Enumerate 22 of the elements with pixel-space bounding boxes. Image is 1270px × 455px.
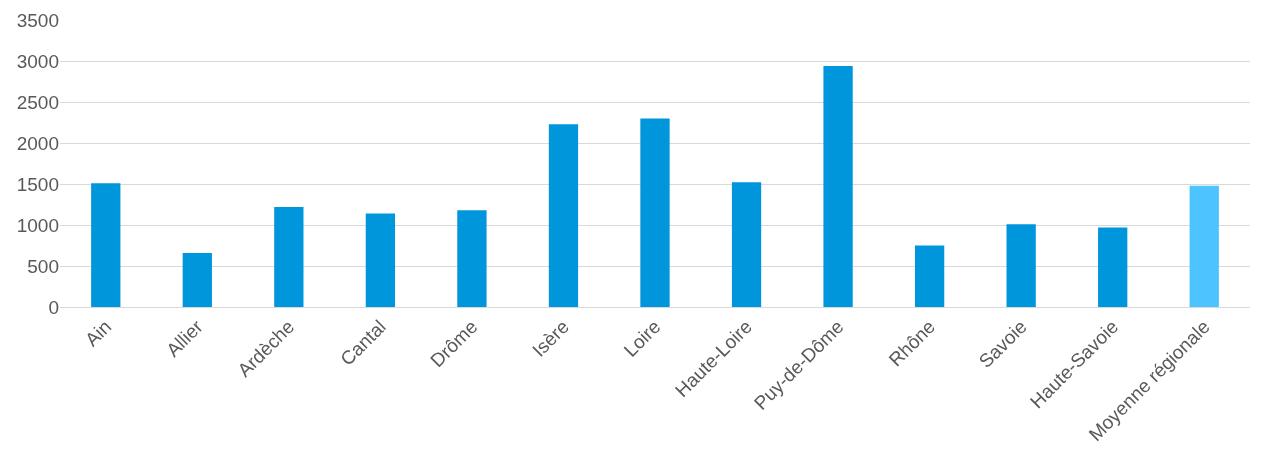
- y-tick-label: 3000: [16, 50, 59, 72]
- bar: [731, 182, 762, 307]
- bar: [91, 183, 121, 307]
- y-tick-label: 500: [27, 255, 59, 277]
- bar: [274, 206, 304, 307]
- bar: [914, 245, 945, 307]
- bar: [1006, 224, 1036, 307]
- y-tick-label: 3500: [16, 9, 59, 31]
- x-tick-label: Ain: [81, 316, 116, 351]
- bar: [1098, 227, 1128, 307]
- y-tick-label: 1500: [16, 173, 59, 195]
- bar: [640, 118, 670, 307]
- y-tick-label: 0: [48, 296, 59, 318]
- bar: [182, 252, 212, 307]
- bar: [365, 213, 396, 307]
- y-tick-label: 1000: [16, 214, 59, 236]
- bar: [823, 65, 853, 307]
- bar: [1189, 185, 1219, 307]
- bar: [548, 124, 579, 307]
- bar: [457, 210, 487, 307]
- y-tick-label: 2000: [16, 132, 59, 154]
- y-tick-label: 2500: [16, 91, 59, 113]
